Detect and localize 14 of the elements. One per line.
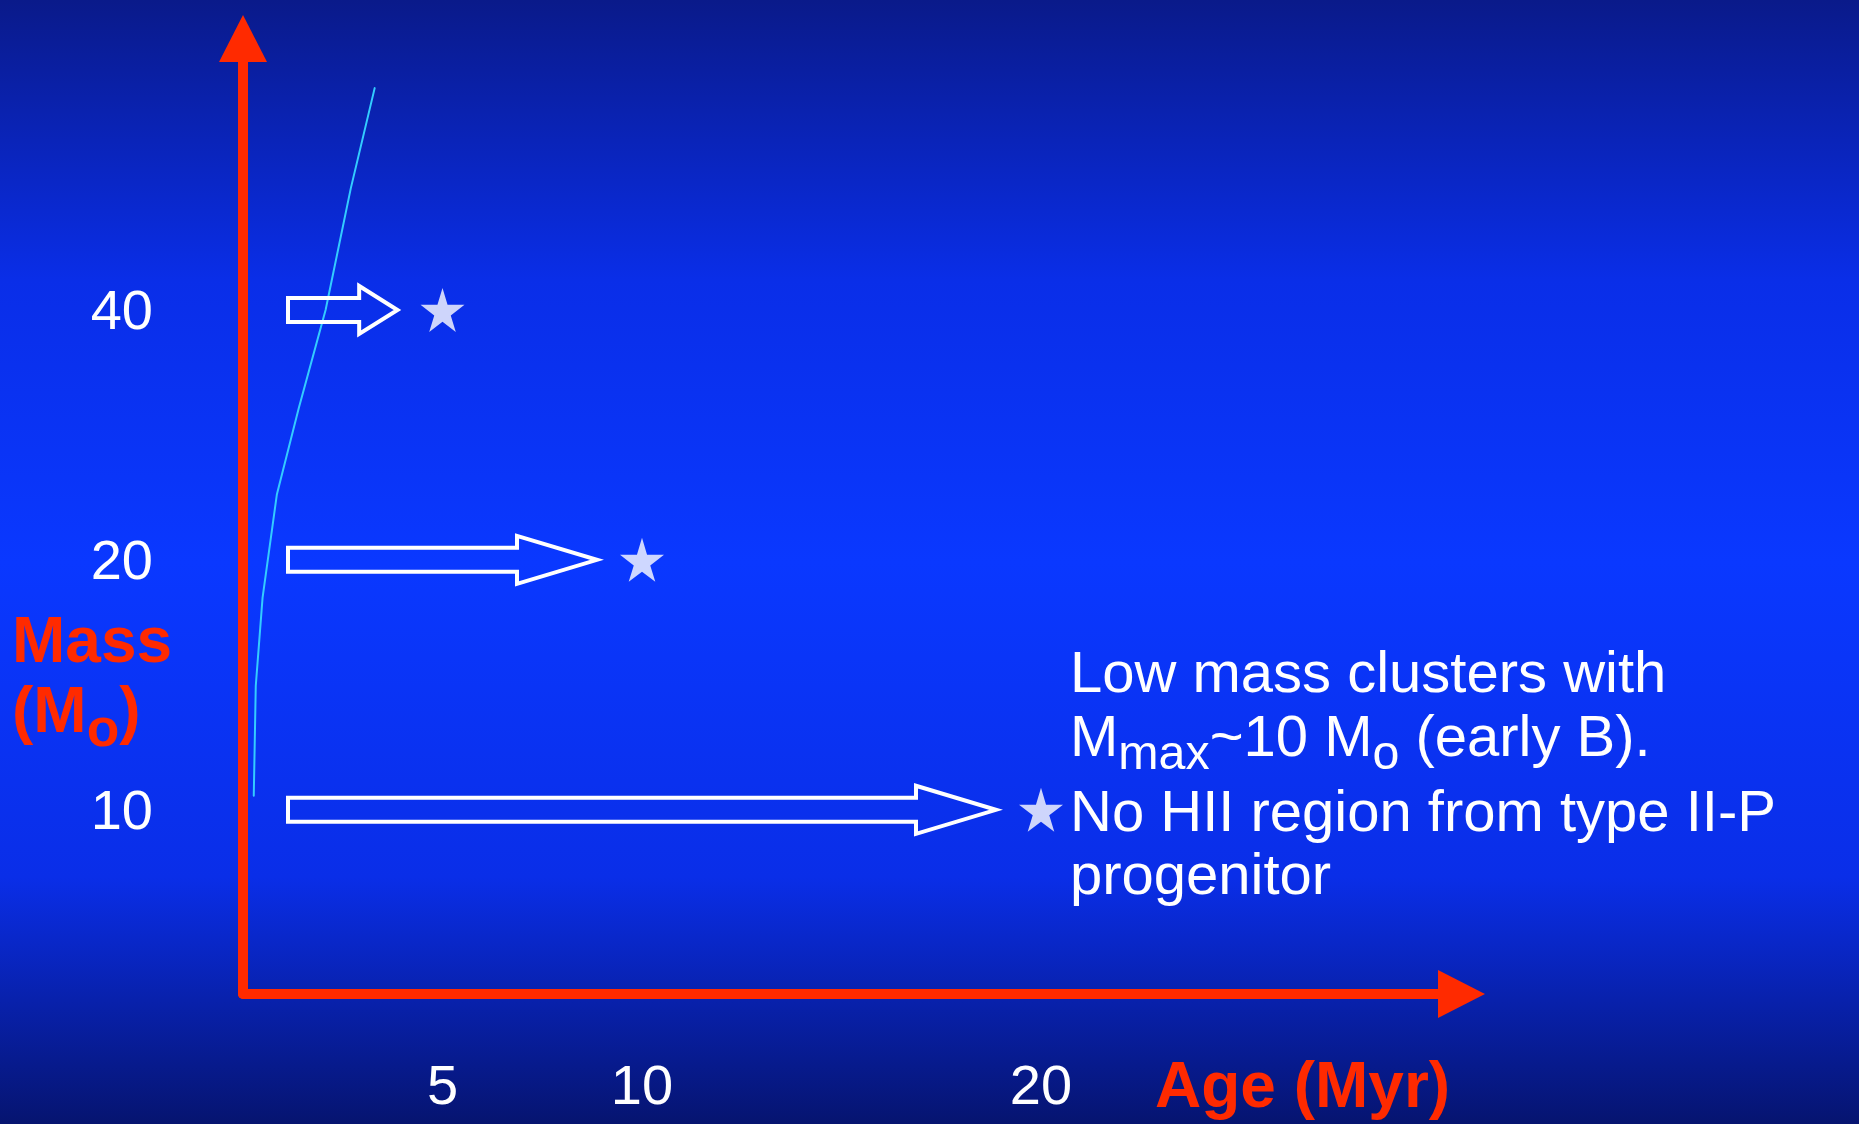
annotation: No HII region from type II-P progenitor [1070, 777, 1775, 907]
x-tick-label: 20 [1009, 1052, 1073, 1116]
y-tick-label: 20 [90, 528, 153, 592]
x-tick-label: 10 [610, 1052, 674, 1116]
y-tick-label: 10 [90, 778, 153, 842]
annotation: Low mass clusters with M$_{max}$~10 M$_{o}$ (early B). [1070, 639, 1667, 779]
line-series [252, 87, 376, 797]
x-tick-label: 5 [426, 1052, 459, 1116]
point [1019, 787, 1063, 832]
x-axis-title: Age (Myr) [1155, 1049, 1451, 1121]
y-axis-title: Mass (M$_{o}$) [12, 604, 174, 758]
y-tick-label: 40 [90, 278, 153, 342]
point [620, 537, 664, 582]
point [420, 287, 465, 332]
